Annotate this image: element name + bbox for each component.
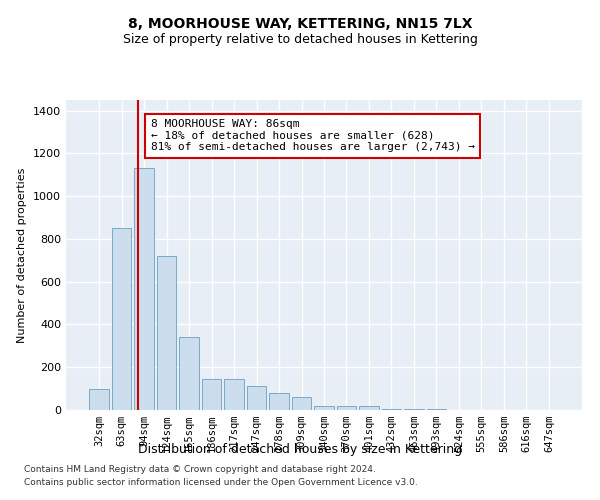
Bar: [202, 379, 221, 410]
Bar: [134, 168, 154, 410]
Bar: [112, 228, 131, 410]
Text: Size of property relative to detached houses in Kettering: Size of property relative to detached ho…: [122, 32, 478, 46]
Y-axis label: Number of detached properties: Number of detached properties: [17, 168, 28, 342]
Bar: [89, 388, 109, 410]
Text: 8, MOORHOUSE WAY, KETTERING, NN15 7LX: 8, MOORHOUSE WAY, KETTERING, NN15 7LX: [128, 18, 472, 32]
Bar: [292, 397, 311, 410]
Bar: [179, 338, 199, 410]
Bar: [224, 379, 244, 410]
Bar: [337, 406, 356, 410]
Bar: [247, 386, 266, 410]
Bar: [269, 393, 289, 410]
Text: Contains public sector information licensed under the Open Government Licence v3: Contains public sector information licen…: [24, 478, 418, 487]
Text: Contains HM Land Registry data © Crown copyright and database right 2024.: Contains HM Land Registry data © Crown c…: [24, 466, 376, 474]
Bar: [314, 406, 334, 410]
Bar: [157, 256, 176, 410]
Text: Distribution of detached houses by size in Kettering: Distribution of detached houses by size …: [138, 442, 462, 456]
Bar: [359, 406, 379, 410]
Text: 8 MOORHOUSE WAY: 86sqm
← 18% of detached houses are smaller (628)
81% of semi-de: 8 MOORHOUSE WAY: 86sqm ← 18% of detached…: [151, 119, 475, 152]
